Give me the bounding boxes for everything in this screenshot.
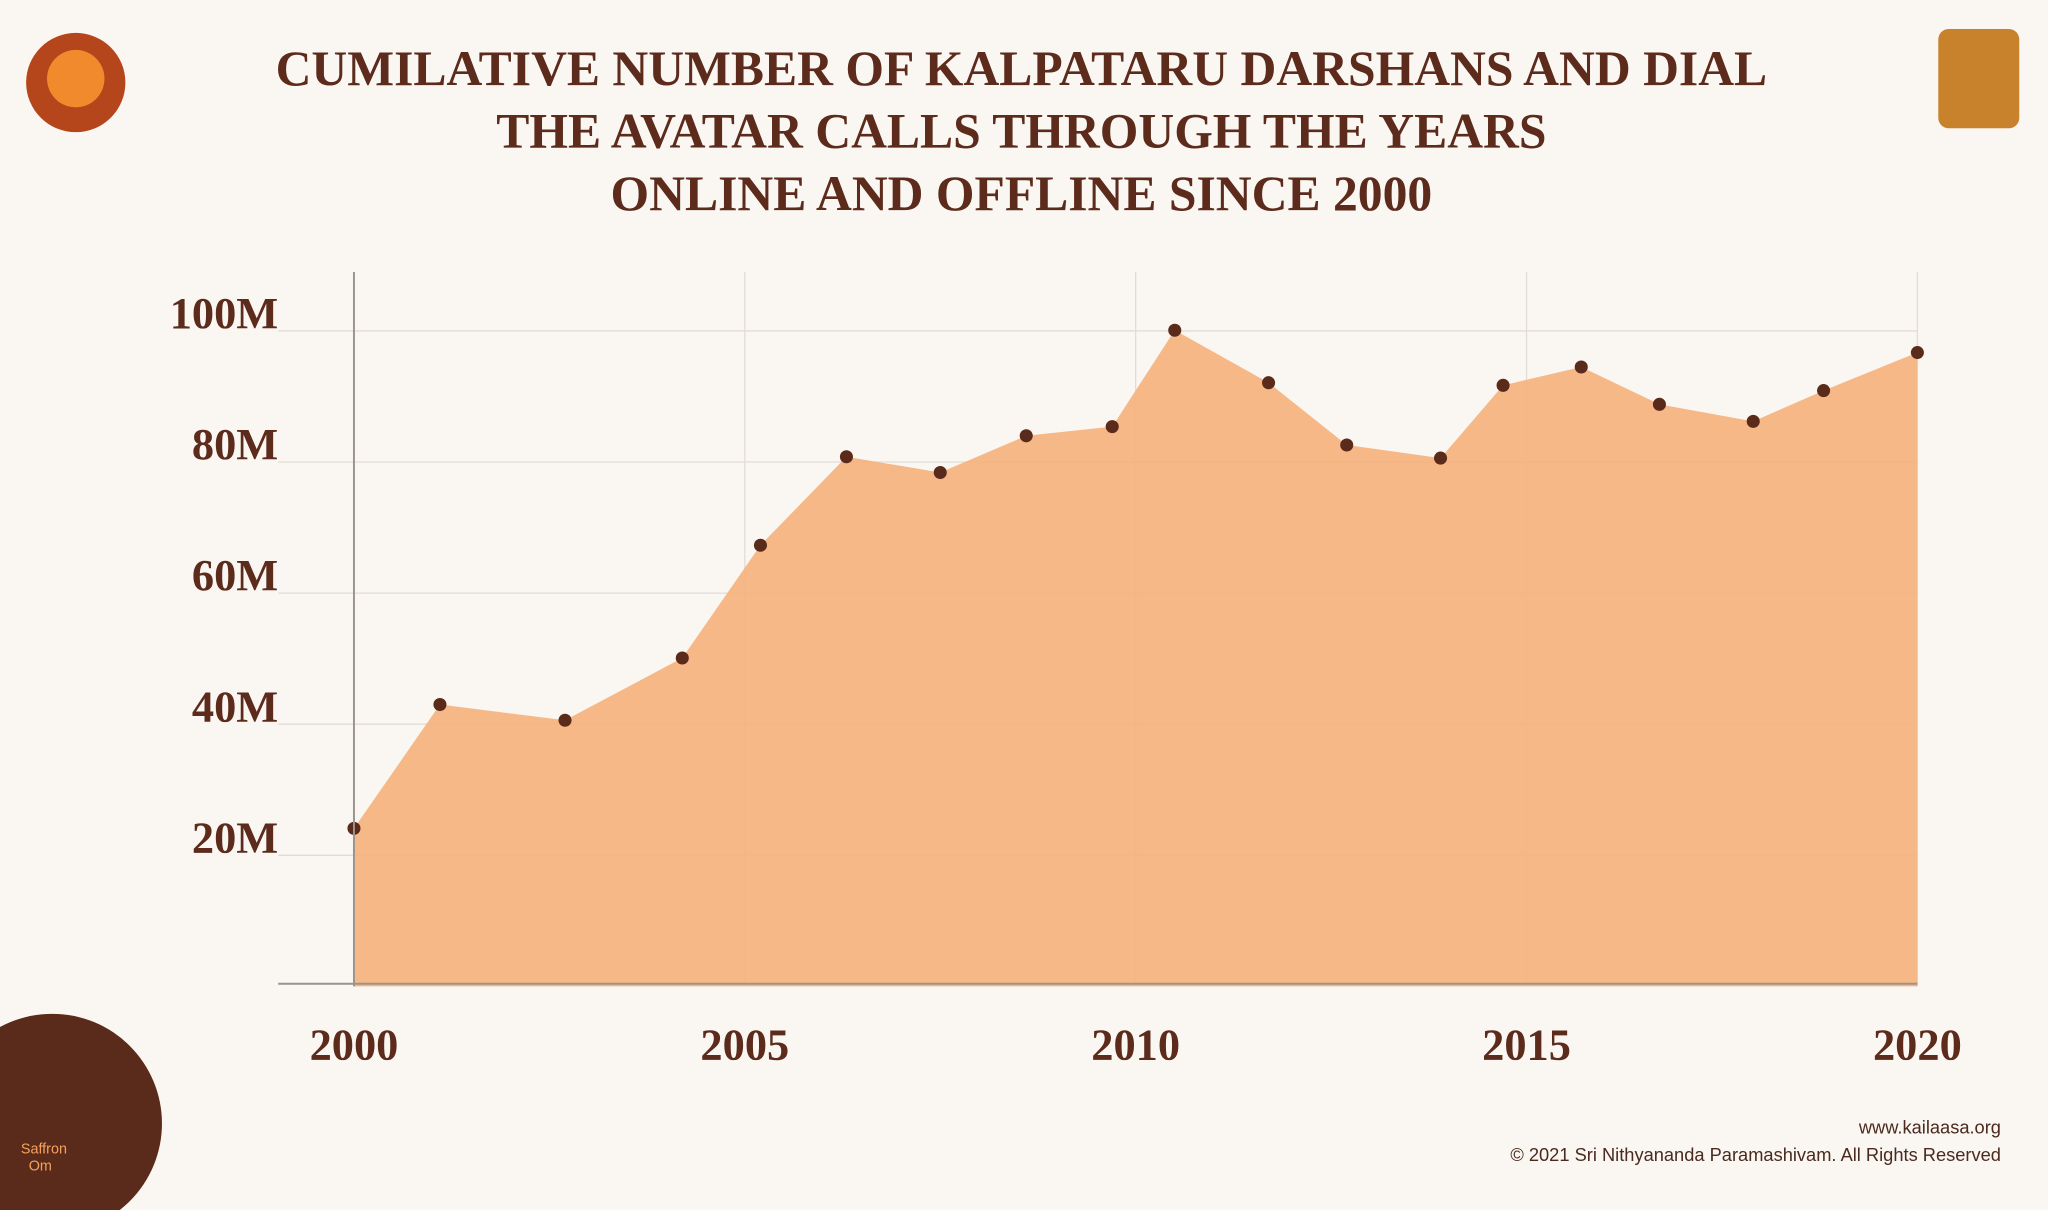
x-tick-label: 2015 (1482, 1019, 1571, 1069)
logo-text: Saffron (21, 1141, 67, 1157)
data-point (1340, 438, 1354, 452)
data-point (558, 713, 572, 727)
saffron-om-logo (0, 1013, 162, 1210)
avatar-face (47, 49, 105, 108)
footer-copyright: © 2021 Sri Nithyananda Paramashivam. All… (1510, 1144, 2001, 1165)
y-tick-label: 80M (192, 419, 278, 469)
deity-logo (1938, 29, 2020, 129)
x-tick-label: 2005 (700, 1019, 789, 1069)
chart-title: ONLINE AND OFFLINE SINCE 2000 (611, 166, 1433, 221)
data-point (1105, 420, 1119, 434)
data-point (1652, 397, 1666, 411)
data-point (753, 538, 767, 552)
x-tick-label: 2000 (310, 1019, 399, 1069)
data-point (1168, 323, 1182, 337)
x-tick-label: 2020 (1873, 1019, 1962, 1069)
y-tick-label: 40M (192, 681, 278, 731)
data-point (1019, 429, 1033, 443)
data-point (1434, 451, 1448, 465)
chart-title: THE AVATAR CALLS THROUGH THE YEARS (496, 103, 1546, 158)
y-tick-label: 60M (192, 550, 278, 600)
data-point (1746, 414, 1760, 428)
data-point (675, 651, 689, 665)
data-point (839, 450, 853, 464)
y-tick-label: 100M (170, 288, 278, 338)
data-point (433, 698, 447, 712)
data-point (1262, 376, 1276, 390)
footer-url: www.kailaasa.org (1858, 1117, 2001, 1138)
data-point (1817, 384, 1831, 398)
chart-title: CUMILATIVE NUMBER OF KALPATARU DARSHANS … (276, 41, 1768, 96)
data-point (1574, 360, 1588, 374)
data-point (1910, 346, 1924, 360)
logo-text: Om (29, 1158, 52, 1174)
plot-area: 20M 40M 60M 80M 100M 2000 2005 2010 2015 2020 (170, 271, 1962, 1069)
area (353, 330, 1918, 987)
x-tick-label: 2010 (1091, 1019, 1180, 1069)
data-point (933, 465, 947, 480)
y-tick-label: 20M (192, 812, 278, 862)
data-point (1496, 378, 1510, 392)
